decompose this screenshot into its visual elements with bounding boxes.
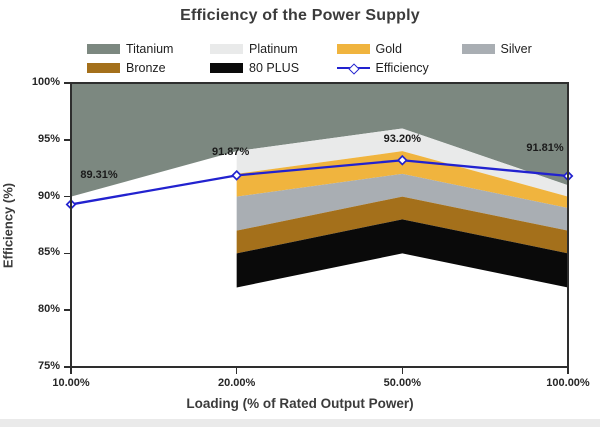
legend-item-gold: Gold xyxy=(336,42,402,56)
ytick-100: 100% xyxy=(31,76,60,88)
legend-label-titanium: Titanium xyxy=(126,42,174,56)
ytick-mark xyxy=(64,252,70,255)
legend-swatch-platinum xyxy=(210,44,243,54)
legend-swatch-silver xyxy=(461,44,495,54)
ytick-80: 80% xyxy=(37,303,60,316)
y-axis-title: Efficiency (%) xyxy=(0,182,16,269)
legend-item-efficiency: Efficiency xyxy=(336,61,429,75)
chart-legend: Titanium Platinum Gold Silver Bronze 80 PLUS E… xyxy=(0,0,600,80)
legend-label-bronze: Bronze xyxy=(126,61,166,75)
ytick-90: 90% xyxy=(37,189,60,202)
ytick-95: 95% xyxy=(37,132,60,145)
xtick-mark xyxy=(567,368,569,374)
point-label-20: 91.87% xyxy=(212,146,250,159)
legend-swatch-80-plus xyxy=(210,63,243,73)
band-silver xyxy=(236,173,568,231)
xtick-mark xyxy=(401,368,404,374)
chart-title: Efficiency of the Power Supply xyxy=(180,7,420,24)
legend-line-marker xyxy=(336,62,370,75)
ytick-mark xyxy=(64,139,70,141)
point-label-10: 89.31% xyxy=(80,169,118,182)
legend-item-titanium: Titanium xyxy=(87,42,173,56)
legend-label-platinum: Platinum xyxy=(249,42,298,56)
ytick-mark xyxy=(64,366,70,368)
xtick-20: 20.00% xyxy=(218,377,256,389)
xtick-10: 10.00% xyxy=(52,377,90,389)
ytick-mark xyxy=(64,309,70,311)
legend-item-80-plus: 80 PLUS xyxy=(210,61,299,75)
band-platinum xyxy=(236,128,568,197)
x-axis-title: Loading (% of Rated Output Power) xyxy=(186,396,414,411)
legend-label-silver: Silver xyxy=(500,42,532,56)
point-label-100: 91.81% xyxy=(526,142,564,155)
legend-item-platinum: Platinum xyxy=(210,42,298,56)
ytick-85: 85% xyxy=(37,246,60,259)
legend-swatch-bronze xyxy=(87,63,120,73)
legend-item-bronze: Bronze xyxy=(87,61,166,75)
band-bronze xyxy=(236,196,568,254)
xtick-50: 50.00% xyxy=(383,377,421,389)
efficiency-marker xyxy=(396,154,408,166)
ytick-75: 75% xyxy=(37,360,60,372)
efficiency-marker xyxy=(231,169,243,181)
legend-swatch-gold xyxy=(336,44,370,54)
ytick-mark xyxy=(64,195,70,198)
xtick-mark xyxy=(70,368,72,374)
ytick-mark xyxy=(64,82,70,84)
band-gold xyxy=(236,151,568,208)
efficiency-line xyxy=(70,159,569,206)
bottom-strip xyxy=(0,419,600,427)
point-label-50: 93.20% xyxy=(383,133,421,146)
legend-label-efficiency: Efficiency xyxy=(375,61,429,75)
efficiency-marker xyxy=(65,199,77,210)
legend-item-silver: Silver xyxy=(461,42,532,56)
xtick-mark xyxy=(235,368,238,374)
legend-diamond-icon xyxy=(347,62,360,75)
xtick-100: 100.00% xyxy=(546,377,590,389)
band-titanium xyxy=(71,83,568,197)
legend-swatch-titanium xyxy=(87,44,120,54)
plot-area xyxy=(65,83,574,288)
legend-label-80-plus: 80 PLUS xyxy=(249,61,300,75)
legend-label-gold: Gold xyxy=(375,42,402,56)
